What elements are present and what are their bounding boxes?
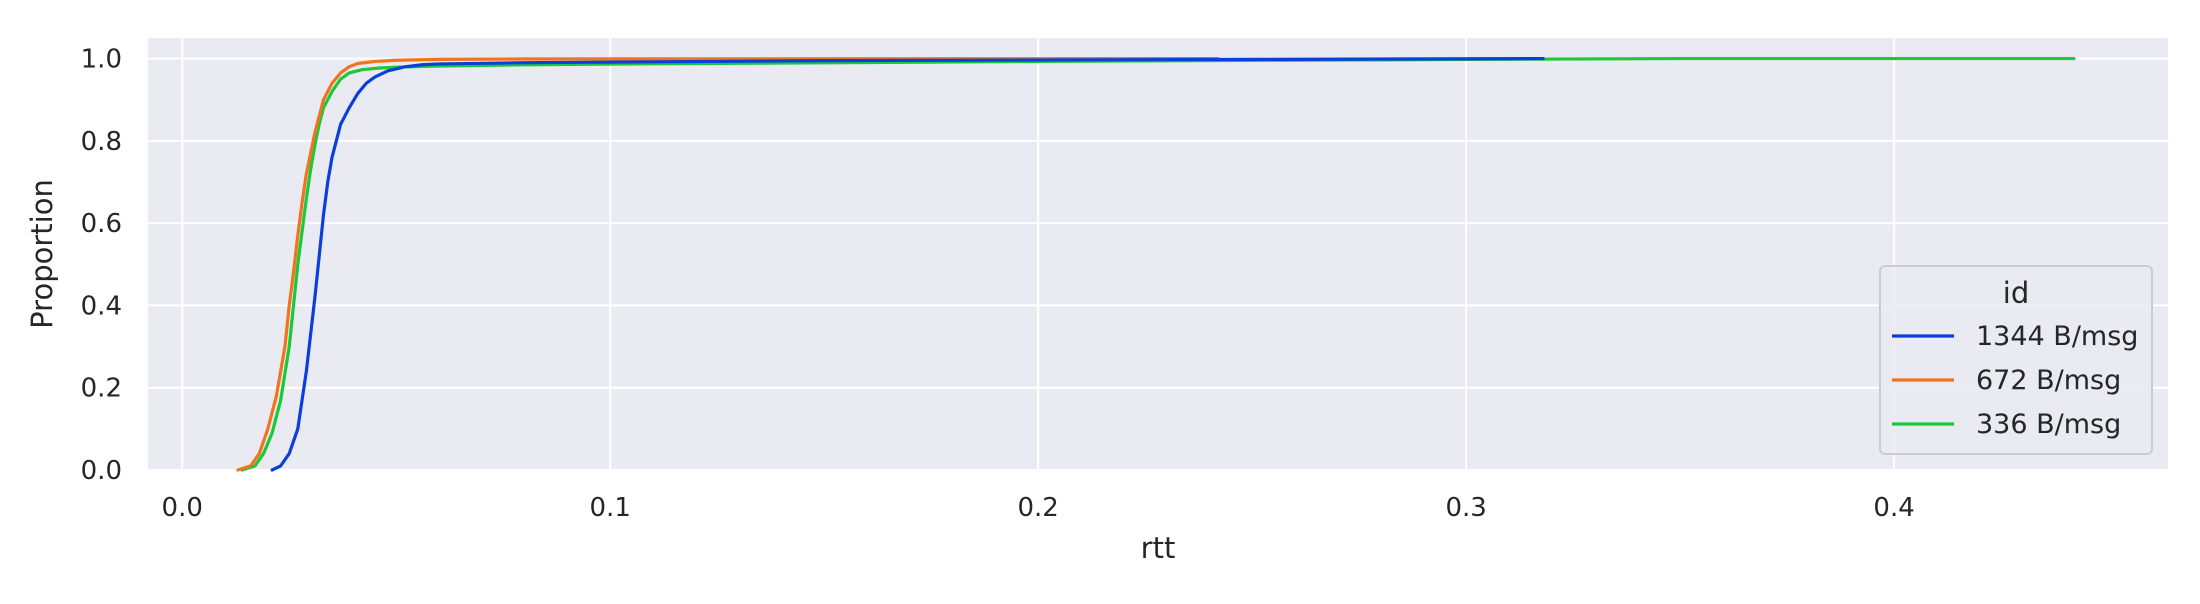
x-tick-label: 0.2 bbox=[1017, 493, 1058, 523]
legend-title: id bbox=[2003, 276, 2029, 310]
series-line-3 bbox=[240, 56, 2076, 472]
x-axis-label: rtt bbox=[1141, 531, 1176, 565]
series-line-2 bbox=[236, 56, 1220, 472]
y-tick-label: 1.0 bbox=[81, 45, 122, 75]
x-tick-label: 0.3 bbox=[1445, 493, 1486, 523]
y-axis-label: Proportion bbox=[25, 179, 59, 329]
y-tick-labels: 0.0 0.2 0.4 0.6 0.8 1.0 bbox=[81, 45, 122, 486]
x-tick-label: 0.4 bbox=[1873, 493, 1914, 523]
y-tick-label: 0.0 bbox=[81, 456, 122, 486]
y-tick-label: 0.6 bbox=[81, 209, 122, 239]
plot-background bbox=[148, 38, 2168, 470]
legend-box bbox=[1879, 265, 2153, 455]
y-tick-label: 0.2 bbox=[81, 374, 122, 404]
series-layer bbox=[236, 56, 2076, 472]
legend-label-1: 1344 B/msg bbox=[1976, 321, 2138, 352]
legend-label-3: 336 B/msg bbox=[1976, 409, 2121, 440]
series-line-1 bbox=[270, 56, 1545, 472]
legend-label-2: 672 B/msg bbox=[1976, 365, 2121, 396]
legend-entries: 1344 B/msg 672 B/msg 336 B/msg bbox=[1892, 321, 2138, 440]
x-tick-labels: 0.0 0.1 0.2 0.3 0.4 bbox=[162, 493, 1915, 523]
y-tick-label: 0.8 bbox=[81, 127, 122, 157]
x-tick-label: 0.1 bbox=[590, 493, 631, 523]
y-tick-label: 0.4 bbox=[81, 291, 122, 321]
legend: id 1344 B/msg 672 B/msg 336 B/msg bbox=[1879, 265, 2153, 455]
x-tick-label: 0.0 bbox=[162, 493, 203, 523]
